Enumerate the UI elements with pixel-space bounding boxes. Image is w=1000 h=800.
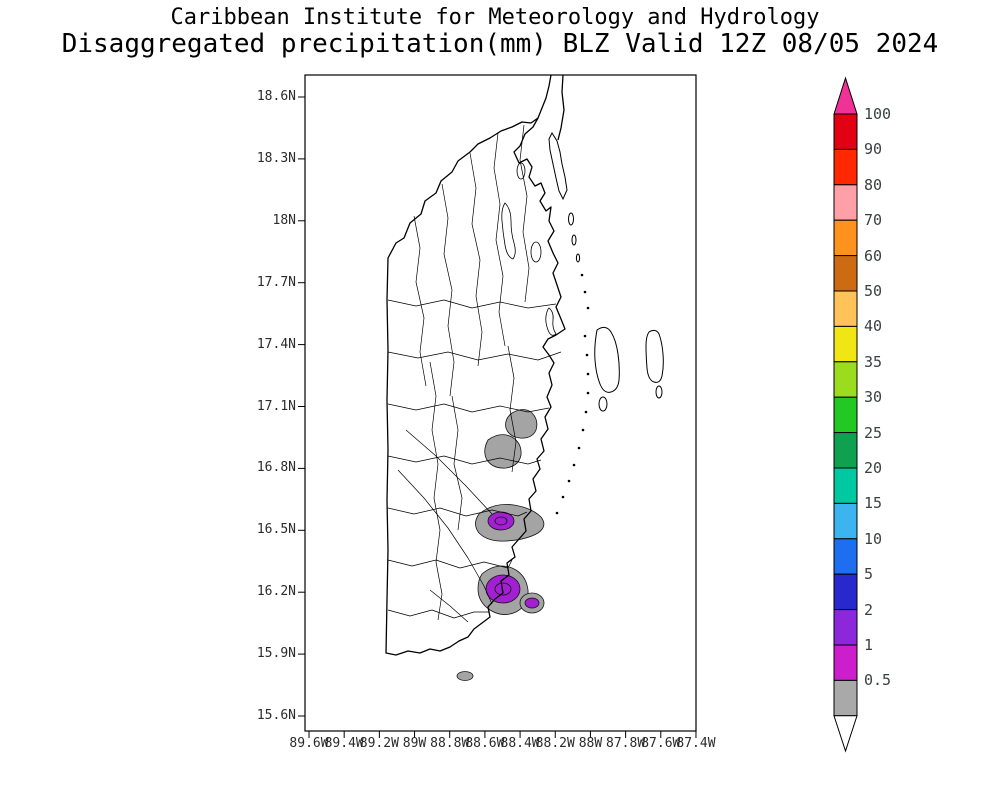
colorbar-arrow-top	[833, 76, 858, 115]
barrier-reef-cayes	[555, 273, 590, 515]
precipitation-shading	[456, 409, 545, 681]
watershed-boundaries	[387, 124, 562, 623]
colorbar-cell	[833, 148, 858, 186]
plot-title-line1: Caribbean Institute for Meteorology and …	[170, 5, 820, 30]
colorbar-cell	[833, 573, 858, 611]
colorbar-cell	[833, 538, 858, 575]
colorbar-cell	[833, 325, 858, 363]
turneffe-south	[598, 396, 608, 412]
turneffe-atoll	[594, 326, 620, 393]
ambergris-caye	[548, 131, 568, 201]
colorbar-cell	[833, 467, 858, 504]
precip-gray-patch-central	[484, 434, 522, 469]
colorbar-cell	[833, 361, 858, 398]
map-frame	[304, 74, 697, 732]
caye-caulker	[568, 212, 574, 226]
small-caye-2	[575, 253, 581, 263]
colorbar-cell	[833, 219, 858, 257]
colorbar-cell	[833, 290, 858, 327]
colorbar-cell	[833, 609, 858, 646]
colorbar-arrow-bottom	[833, 715, 858, 753]
precip-purple-core-1	[487, 511, 515, 531]
southern-lagoon	[545, 307, 557, 336]
lighthouse-reef	[645, 329, 664, 383]
mexico-coast-line	[537, 74, 552, 119]
precip-purple-core-2	[485, 574, 521, 604]
colorbar-cell	[833, 184, 858, 221]
colorbar	[833, 76, 858, 753]
precip-purple-core-3	[524, 597, 540, 609]
colorbar-cell	[833, 644, 858, 681]
new-river-lagoon	[501, 202, 516, 260]
colorbar-cell	[833, 432, 858, 469]
colorbar-cell	[833, 502, 858, 540]
northern-lagoon	[530, 241, 542, 263]
plot-title-line2: Disaggregated precipitation(mm) BLZ Vali…	[61, 29, 939, 59]
precip-contour-2	[494, 582, 512, 596]
colorbar-cell	[833, 255, 858, 292]
belize-boundaries	[385, 74, 664, 656]
precip-contour-1	[494, 516, 508, 526]
precip-gray-patch-north	[505, 409, 538, 439]
lighthouse-reef-south	[655, 385, 663, 399]
precip-gray-speck	[456, 671, 474, 681]
axis-ticks	[298, 96, 697, 738]
chetumal-peninsula-line	[557, 74, 565, 141]
belize-coastline	[385, 117, 566, 656]
small-caye-1	[571, 234, 577, 246]
colorbar-cell	[833, 113, 858, 150]
colorbar-cell	[833, 679, 858, 717]
colorbar-cell	[833, 396, 858, 434]
